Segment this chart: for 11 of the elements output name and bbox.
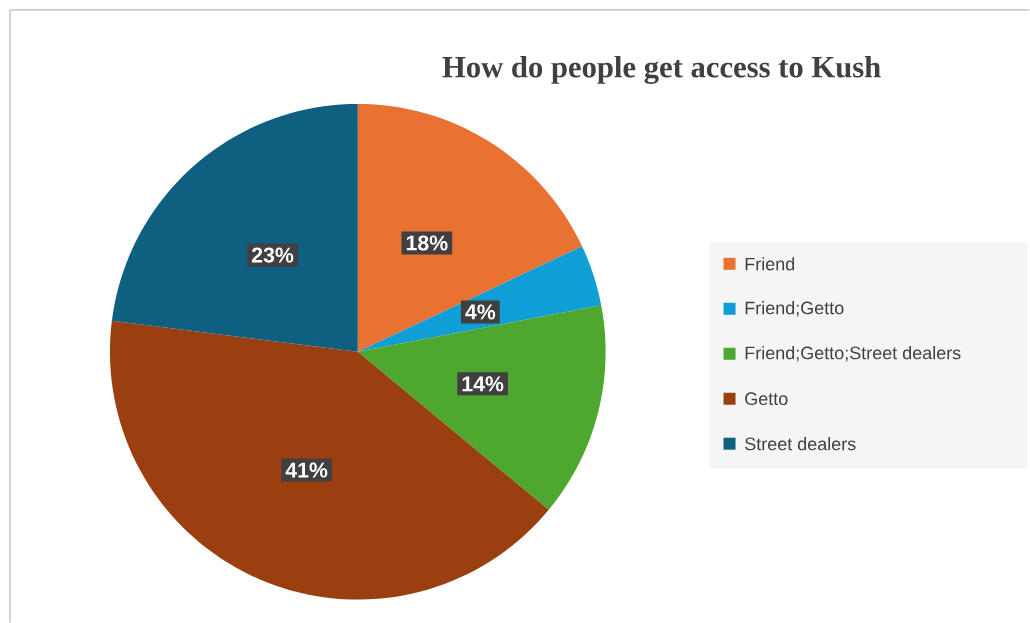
legend-label: Friend <box>745 257 795 271</box>
data-label: 41% <box>285 462 328 478</box>
chart-title: How do people get access to Kush <box>442 55 881 84</box>
data-label: 14% <box>462 376 504 392</box>
data-label: 4% <box>465 304 496 320</box>
data-label: 23% <box>251 247 294 263</box>
legend-label: Friend;Getto;Street dealers <box>745 345 961 362</box>
legend-label: Getto <box>745 392 788 405</box>
legend-label: Friend;Getto <box>745 301 844 317</box>
legend-label: Street dealers <box>745 436 856 451</box>
data-label: 18% <box>406 235 448 251</box>
